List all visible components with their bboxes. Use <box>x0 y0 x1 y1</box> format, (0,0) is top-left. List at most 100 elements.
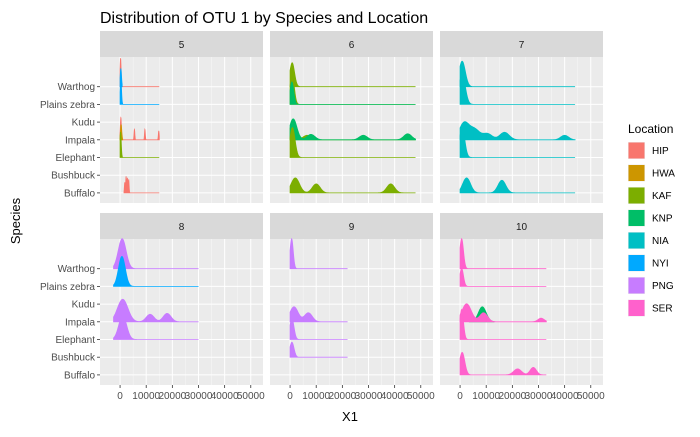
x-tick-label: 30000 <box>525 391 553 402</box>
facet-strip <box>440 213 603 239</box>
y-tick-label: Plains zebra <box>40 282 95 293</box>
y-tick-label: Elephant <box>56 153 96 164</box>
facet-panel-7: 7 <box>440 31 603 203</box>
ridge-elephant-png <box>113 315 199 340</box>
legend-swatch <box>628 277 645 294</box>
legend-swatch <box>628 255 645 271</box>
ridge-bushbuck-png <box>289 341 348 358</box>
ridge-buffalo-hip <box>123 176 160 194</box>
y-tick-label: Impala <box>65 317 95 328</box>
y-tick-label: Elephant <box>56 335 96 346</box>
legend-label: KNP <box>652 214 673 225</box>
ridge-buffalo-kaf <box>289 177 416 194</box>
x-axis-title: X1 <box>342 409 358 424</box>
y-tick-label: Warthog <box>58 82 95 93</box>
legend-swatch <box>628 165 645 181</box>
facet-strip <box>100 213 263 239</box>
y-tick-label: Kudu <box>72 300 95 311</box>
chart-title: Distribution of OTU 1 by Species and Loc… <box>100 10 428 27</box>
ridge-elephant-kaf <box>119 131 160 158</box>
ridge-elephant-ser <box>459 308 547 340</box>
x-tick-label: 40000 <box>381 391 409 402</box>
legend-item-nyi: NYI <box>628 254 669 272</box>
ridge-plains-zebra-nia <box>459 73 576 105</box>
facet-label: 10 <box>516 222 528 233</box>
ridge-elephant-kaf <box>289 126 416 158</box>
y-tick-label: Buffalo <box>64 188 95 199</box>
x-tick-label: 0 <box>117 391 123 402</box>
ridge-buffalo-nia <box>459 177 576 194</box>
ridge-warthog-ser <box>459 237 547 270</box>
legend-label: NYI <box>652 259 669 270</box>
ridge-impala-hip <box>119 116 160 141</box>
facet-strip <box>270 213 433 239</box>
ridge-elephant-png <box>289 318 348 340</box>
facet-panel-6: 6 <box>270 31 433 203</box>
ridge-warthog-png <box>289 237 348 270</box>
y-tick-label: Impala <box>65 135 95 146</box>
y-tick-label: Bushbuck <box>51 171 96 182</box>
y-tick-label: Warthog <box>58 264 95 275</box>
ridge-warthog-hip <box>119 58 160 88</box>
x-tick-label: 0 <box>287 391 293 402</box>
legend-item-ser: SER <box>628 299 673 317</box>
y-tick-label: Plains zebra <box>40 100 95 111</box>
legend-item-knp: KNP <box>628 209 673 227</box>
x-tick-label: 30000 <box>355 391 383 402</box>
legend-swatch <box>628 232 645 249</box>
x-tick-label: 10000 <box>132 391 160 402</box>
x-tick-label: 20000 <box>498 391 526 402</box>
legend: Location HIP HWA KAF KNP NIA NYI PNG SER <box>628 122 675 317</box>
legend-item-hwa: HWA <box>628 164 675 182</box>
legend-label: HWA <box>652 169 675 180</box>
panel-background <box>100 57 263 203</box>
legend-label: HIP <box>652 146 669 157</box>
y-axis-title: Species <box>8 197 23 244</box>
gridlines <box>100 57 263 203</box>
legend-item-png: PNG <box>628 277 674 294</box>
x-tick-label: 30000 <box>185 391 213 402</box>
x-tick-label: 0 <box>457 391 463 402</box>
x-tick-label: 20000 <box>158 391 186 402</box>
x-tick-label: 40000 <box>551 391 579 402</box>
y-tick-label: Buffalo <box>64 370 95 381</box>
facet-strip <box>270 31 433 57</box>
x-tick-label: 50000 <box>407 391 435 402</box>
y-tick-label: Kudu <box>72 118 95 129</box>
ridge-impala-png <box>289 306 348 323</box>
panels-layer: 5 Buffalo Bushbuck Elephant Impala Kudu Plains… <box>40 31 605 402</box>
legend-item-kaf: KAF <box>628 187 671 204</box>
legend-item-nia: NIA <box>628 232 669 249</box>
facet-label: 6 <box>349 40 355 51</box>
ridge-plains-zebra-ser <box>459 267 547 287</box>
ridge-warthog-nia <box>459 60 576 88</box>
facet-label: 8 <box>179 222 185 233</box>
ridge-impala-knp <box>289 118 416 141</box>
facet-label: 5 <box>179 40 185 51</box>
ridge-buffalo-ser <box>459 351 547 376</box>
ridge-plains-zebra-knp <box>289 81 416 105</box>
x-tick-label: 50000 <box>577 391 605 402</box>
facet-strip <box>100 31 263 57</box>
legend-title: Location <box>628 122 673 136</box>
legend-label: SER <box>652 304 673 315</box>
facet-label: 7 <box>519 40 525 51</box>
legend-label: PNG <box>652 281 674 292</box>
x-tick-label: 40000 <box>211 391 239 402</box>
legend-swatch <box>628 210 645 226</box>
x-tick-label: 20000 <box>328 391 356 402</box>
facet-strip <box>440 31 603 57</box>
ridge-impala-nia <box>459 121 576 141</box>
legend-swatch <box>628 142 645 159</box>
ridge-elephant-nia <box>459 126 576 158</box>
ridge-warthog-kaf <box>289 62 416 88</box>
ridge-plains-zebra-nyi <box>113 255 199 287</box>
x-tick-label: 50000 <box>237 391 265 402</box>
ridge-impala-ser <box>459 303 547 323</box>
x-tick-label: 10000 <box>472 391 500 402</box>
legend-label: KAF <box>652 191 671 202</box>
